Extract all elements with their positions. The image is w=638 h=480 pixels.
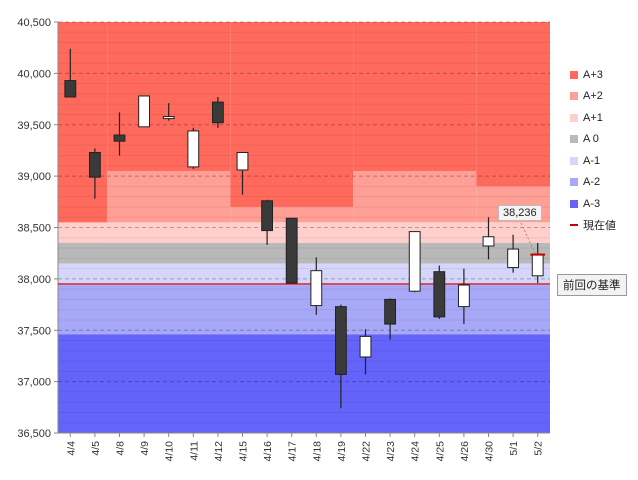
x-tick-label: 4/17 [287,441,299,462]
candle-body [384,298,397,325]
candle-body [211,101,224,124]
legend-label: A-1 [583,154,601,167]
band-Aminus1 [58,263,550,286]
band-Aplus2 [353,170,477,223]
band-Aplus3 [230,22,354,207]
candle-body [310,270,323,307]
x-tick-label: 4/8 [115,441,127,456]
candle-body [187,130,200,168]
x-tick-label: 4/10 [164,441,176,462]
legend-swatch [570,113,578,122]
x-tick-label: 4/9 [139,441,151,456]
legend-item-a-plus-2: A+2 [570,86,636,108]
legend-swatch [570,178,578,187]
band-Aplus1 [58,222,550,243]
candles [64,48,544,409]
x-axis: 4/4 4/5 4/8 4/9 4/10 4/11 4/12 4/15 4/16 4/17 4/18… [58,432,550,462]
band-Aplus3 [107,22,231,171]
zone-bands [58,22,550,433]
x-tick-label: 4/15 [238,441,250,462]
current-value-annotation [520,222,546,256]
y-tick-label: 39,500 [17,120,51,132]
band-Aplus3 [353,22,477,171]
legend-item-a-plus-1: A+1 [570,107,636,129]
band-Aplus3 [476,22,550,187]
x-tick-label: 5/2 [533,441,545,456]
legend-line-swatch [570,224,578,227]
candle-body [162,116,175,120]
y-tick-label: 38,500 [17,223,51,235]
band-Aplus3 [58,22,108,228]
candle-body [261,200,274,232]
x-tick-label: 4/16 [262,441,274,462]
x-tick-label: 4/11 [188,441,200,461]
legend-label: A+1 [583,111,603,124]
current-value-leader [520,222,537,255]
legend-item-a-minus-2: A-2 [570,172,636,194]
candle-body [138,95,151,128]
x-tick-label: 4/25 [434,441,446,462]
legend-swatch [570,156,578,165]
y-tick-label: 38,000 [17,274,51,286]
legend-label: A+3 [583,68,603,81]
x-tick-label: 4/30 [484,441,496,462]
candle-body [334,306,347,375]
reference-label: 前回の基準 [557,274,627,296]
grid-lines [58,21,550,434]
legend-item-a-plus-3: A+3 [570,64,636,86]
y-tick-label: 36,500 [17,428,51,440]
legend-swatch [570,135,578,144]
legend-item-a-0: A 0 [570,129,636,151]
legend-label: A+2 [583,90,603,103]
x-tick-label: 4/26 [459,441,471,462]
x-tick-label: 4/4 [65,441,77,456]
candle-body [507,248,520,269]
x-tick-label: 4/5 [90,441,102,456]
band-Aplus2 [230,206,354,223]
candle-body [285,217,298,284]
candle-body [64,80,77,98]
legend-label: 現在値 [583,220,616,233]
candle-body [531,253,544,277]
band-Aminus3 [58,334,550,433]
legend-label: A-2 [583,176,601,189]
x-tick-label: 4/19 [336,441,348,462]
y-tick-label: 40,000 [17,68,51,80]
candle-body [457,284,470,308]
current-value-badge: 38,236 [498,205,542,221]
legend-item-a-minus-3: A-3 [570,193,636,215]
legend-item-a-minus-1: A-1 [570,150,636,172]
y-tick-label: 37,000 [17,377,51,389]
legend-swatch [570,70,578,79]
legend: A+3 A+2 A+1 A 0 A-1 A-2 A-3 現在値 [570,64,636,236]
candle-body [236,151,249,171]
candle-body [433,271,446,318]
x-tick-label: 4/23 [385,441,397,462]
y-tick-label: 39,000 [17,171,51,183]
x-tick-label: 5/1 [508,441,520,456]
x-tick-label: 4/18 [311,441,323,462]
candle-body [88,151,101,178]
x-tick-label: 4/24 [410,441,422,462]
y-tick-label: 40,500 [17,17,51,29]
candle-body [113,134,126,142]
y-tick-label: 37,500 [17,325,51,337]
legend-swatch [570,199,578,208]
x-tick-label: 4/12 [213,441,225,462]
band-A0 [58,242,550,264]
y-axis: 36,500 37,000 37,500 38,000 38,500 39,000 39,5… [17,17,59,440]
legend-item-current-value: 現在値 [570,215,636,237]
candle-body [408,231,421,292]
candle-body [482,236,495,247]
band-Aplus2 [107,170,231,228]
x-tick-label: 4/22 [361,441,373,462]
legend-swatch [570,92,578,101]
candle-body [359,335,372,358]
legend-label: A-3 [583,197,601,210]
legend-label: A 0 [583,133,599,146]
